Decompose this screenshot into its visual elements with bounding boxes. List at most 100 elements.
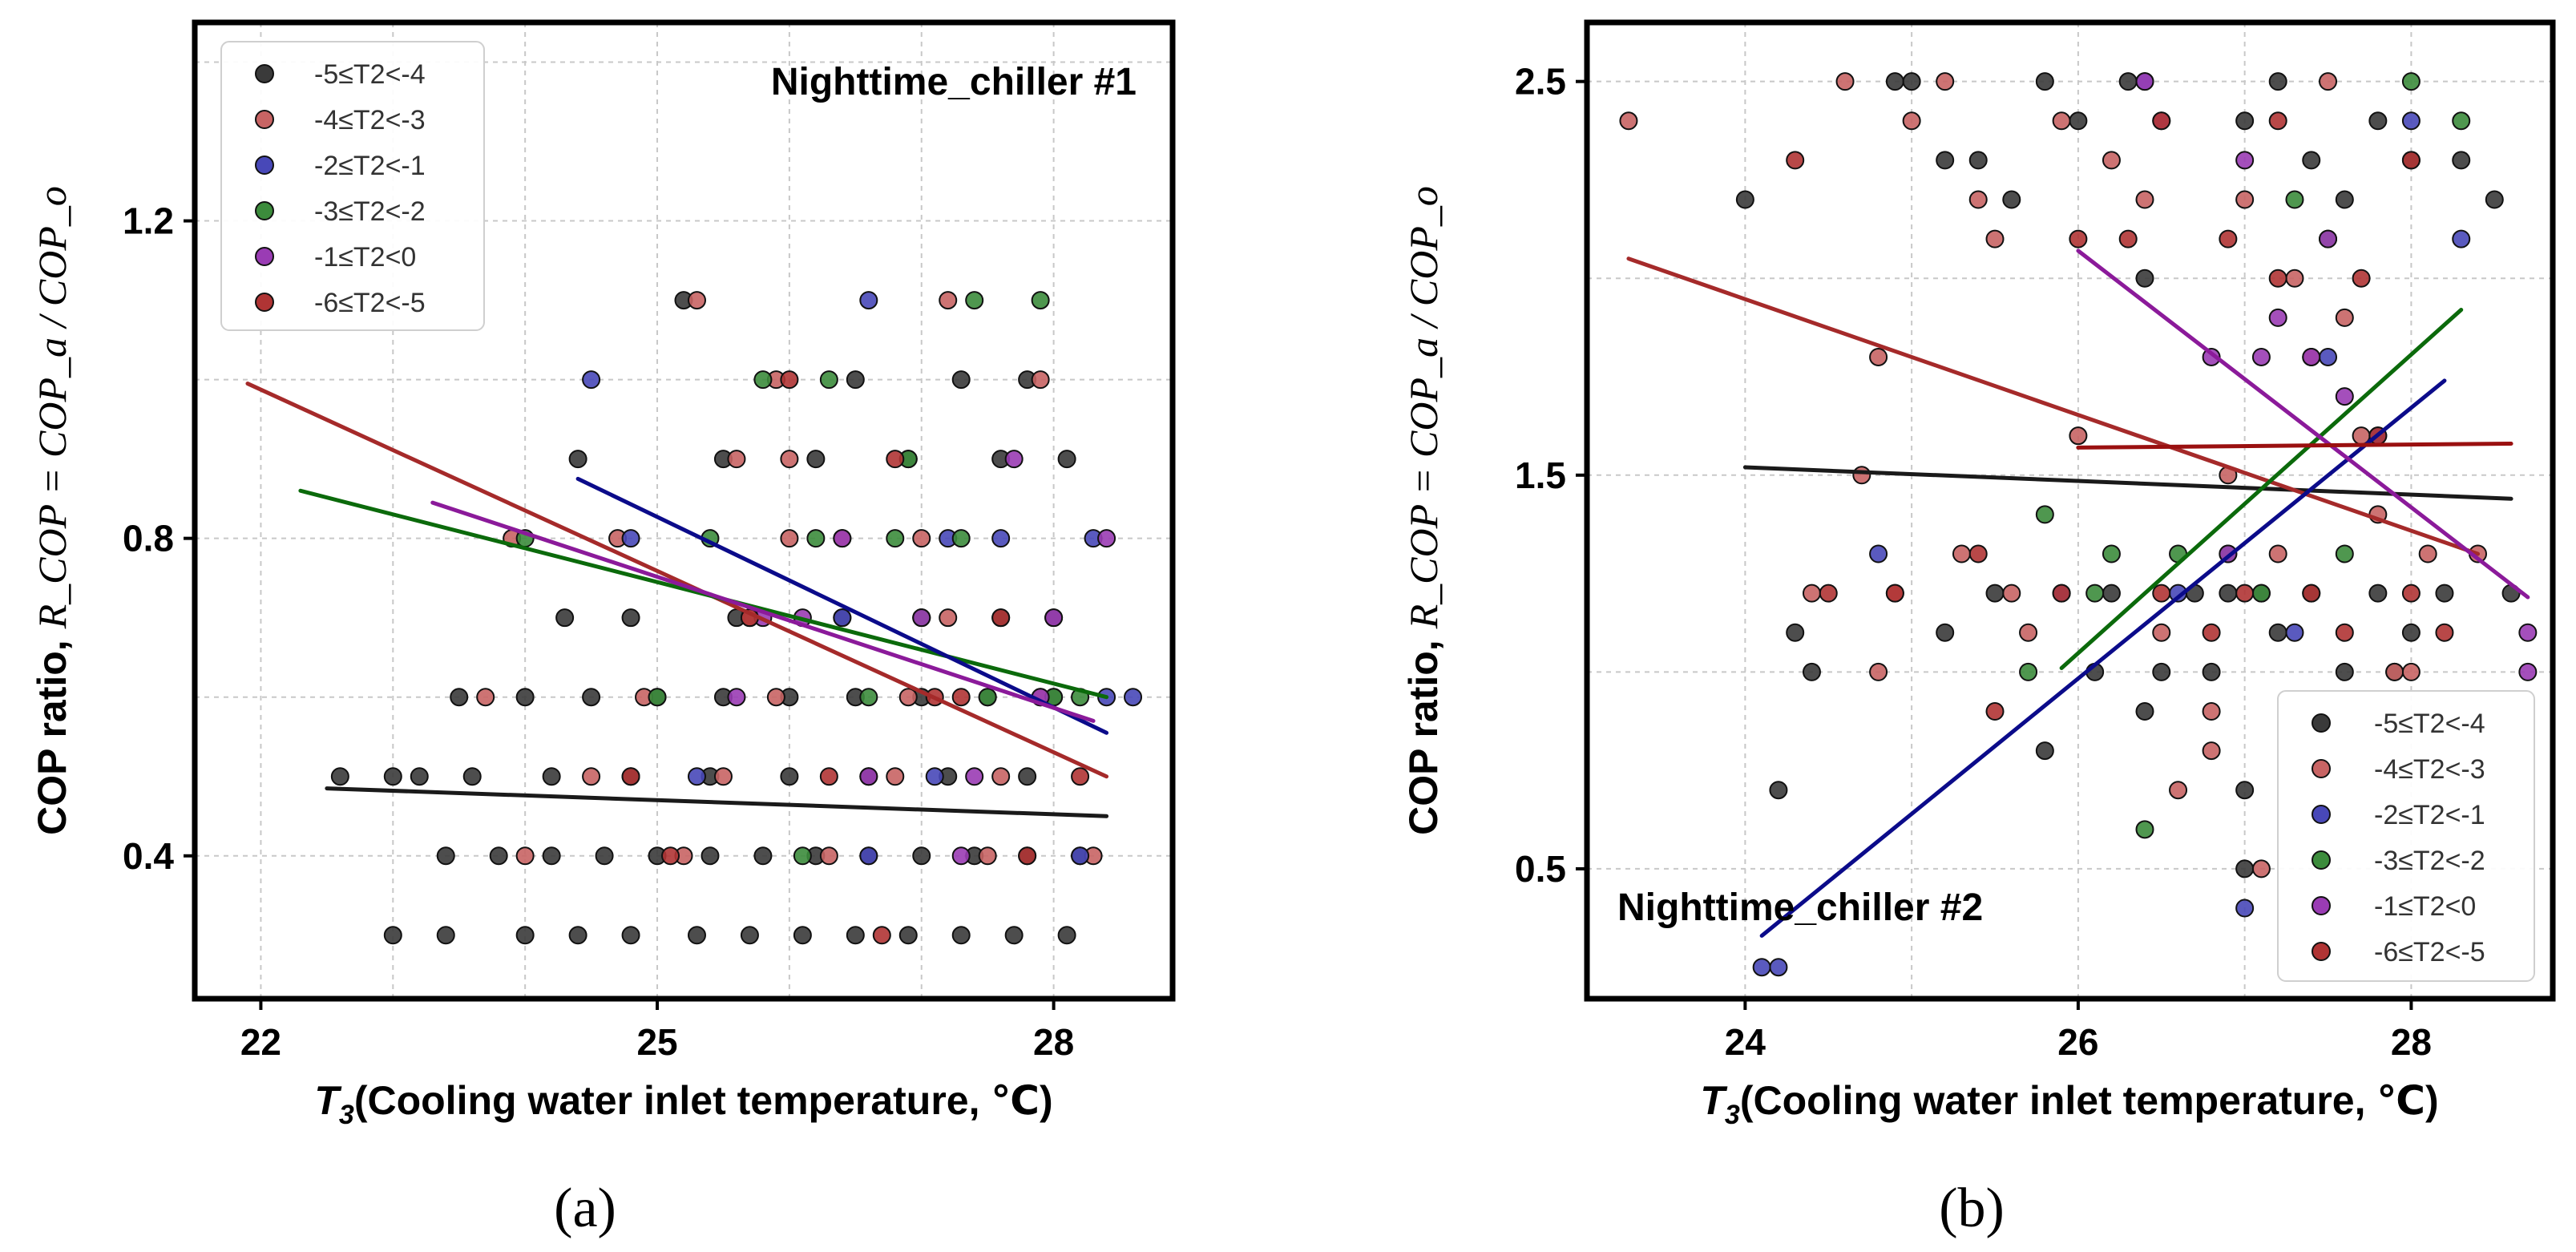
panel-b-ytick-label: 0.5 [1515,848,1566,890]
panel-a-point-series-0 [568,926,587,945]
panel-a-legend-marker-4 [255,247,274,266]
panel-a-title: Nighttime_chiller #1 [771,61,1137,103]
panel-a-point-series-5 [1018,846,1037,866]
panel-b-point-series-3 [2035,505,2054,524]
panel-b-point-series-2 [2401,111,2421,131]
panel-b-point-series-1 [1802,584,1821,603]
panel-b-fit-lines [1626,248,2530,938]
panel-b-point-series-0 [1936,623,1955,642]
panel-b-legend-marker-5 [2312,942,2331,961]
panel-a-fit-lines [245,382,1109,818]
panel-b-point-series-0 [2118,72,2138,91]
panel-a-point-series-4 [1004,450,1024,469]
panel-a-xlabel: T3(Cooling water inlet temperature, ℃) [314,1078,1052,1130]
panel-b-point-series-0 [1902,72,1921,91]
panel-a-point-series-1 [912,529,931,548]
panel-b-ticks: 24 26 28 0.5 1.5 2.5 [1515,61,2432,1063]
panel-a-point-series-2 [582,370,601,390]
panel-a-point-series-1 [727,450,746,469]
panel-a-point-series-0 [701,846,720,866]
panel-b-point-series-4 [2251,347,2271,366]
panel-a-ytick-label: 0.8 [123,518,174,559]
panel-a-point-series-0 [1057,450,1076,469]
panel-a-point-series-2 [1071,846,1090,866]
panel-b-point-series-4 [2335,387,2354,406]
panel-b-point-series-5 [2335,623,2354,642]
panel-b-point-series-5 [2152,584,2171,603]
panel-a-point-series-0 [515,688,535,707]
panel-a-point-series-0 [753,846,773,866]
panel-b-legend-entries: -5≤T2<-4 -4≤T2<-3 -2≤T2<-1 -3≤T2<-2 -1≤T2<0 -… [2312,709,2485,967]
panel-b-point-series-0 [2002,190,2021,209]
panel-a-point-series-2 [859,846,878,866]
panel-b-fit-line-4 [2076,248,2530,600]
panel-a-xtick-label: 28 [1033,1021,1074,1063]
panel-a-ytick-label: 1.2 [123,200,174,242]
panel-a-legend-marker-5 [255,293,274,312]
panel-a-fit-line-0 [325,786,1109,818]
panel-a-point-series-1 [991,767,1011,786]
panel-b-point-series-5 [2401,584,2421,603]
panel-b-xtick-label: 28 [2391,1021,2432,1063]
panel-a-xlabel-rest: (Cooling water inlet temperature, ℃) [354,1078,1053,1123]
panel-b-point-series-1 [1968,190,1988,209]
panel-b-point-series-0 [2135,701,2154,721]
panel-b-ytick-label: 2.5 [1515,61,1566,103]
panel-b-xlabel: T3(Cooling water inlet temperature, ℃) [1700,1078,2438,1130]
panel-a-legend-label-2: -2≤T2<-1 [314,151,426,181]
panel-a-point-series-4 [1097,529,1116,548]
panel-b-point-series-0 [2035,72,2054,91]
panel-b-point-series-5 [1885,584,1904,603]
panel-a-point-series-1 [898,688,918,707]
panel-b-xlabel-rest: (Cooling water inlet temperature, ℃) [1740,1078,2439,1123]
panel-a-point-series-0 [436,846,455,866]
panel-b-point-series-2 [1869,544,1888,563]
panel-a-point-series-0 [1018,767,1037,786]
panel-a-point-series-1 [819,846,838,866]
panel-b-ylabel-math: R_COP = COP_a / COP_o [1401,186,1446,629]
panel-a-point-series-5 [1071,767,1090,786]
panel-a-point-series-4 [1044,608,1064,628]
panel-b-point-series-5 [2352,269,2371,288]
panel-a-point-series-2 [1124,688,1143,707]
panel-b-point-series-1 [2202,701,2221,721]
panel-b-legend-marker-1 [2312,759,2331,778]
panel-a-point-series-4 [859,767,878,786]
panel-a-ytick-label: 0.4 [123,835,174,877]
panel-a-point-series-0 [951,370,971,390]
panel-a-point-series-0 [582,688,601,707]
panel-a-point-series-5 [661,846,680,866]
panel-b-point-series-1 [1852,466,1871,485]
panel-b-point-series-0 [2152,662,2171,681]
panel-b-fit-line-1 [1626,256,2481,556]
panel-b-point-series-5 [2152,111,2171,131]
panel-a-legend [220,41,485,331]
panel-a-point-series-0 [489,846,508,866]
panel-b-caption: (b) [1939,1177,2005,1239]
panel-b-point-series-5 [2118,229,2138,248]
panel-a-point-series-0 [568,450,587,469]
panel-b-point-series-2 [2319,347,2338,366]
panel-a-point-series-0 [542,846,561,866]
panel-a-point-series-0 [806,450,826,469]
panel-a-point-series-3 [753,370,773,390]
panel-b-legend-label-0: -5≤T2<-4 [2374,709,2485,739]
panel-b-point-series-5 [2052,584,2071,603]
panel-a-fit-line-1 [245,382,1109,779]
panel-b-point-series-0 [2335,190,2354,209]
panel-b-point-series-0 [1936,151,1955,170]
panel-b-point-series-4 [2268,308,2287,327]
panel-b-point-series-3 [2085,584,2105,603]
panel-b-xtick-label: 26 [2057,1021,2098,1063]
panel-b-ytick-label: 1.5 [1515,454,1566,496]
panel-a-point-series-4 [965,767,984,786]
panel-a-point-series-0 [450,688,469,707]
panel-b-point-series-1 [1869,347,1888,366]
panel-b-point-series-4 [2302,347,2321,366]
panel-b-point-series-5 [2069,229,2088,248]
panel-b-legend-marker-2 [2312,805,2331,824]
panel-b-point-series-5 [2401,151,2421,170]
panel-a-point-series-3 [806,529,826,548]
panel-b-point-series-1 [2102,151,2121,170]
panel-b-point-series-4 [2202,347,2221,366]
